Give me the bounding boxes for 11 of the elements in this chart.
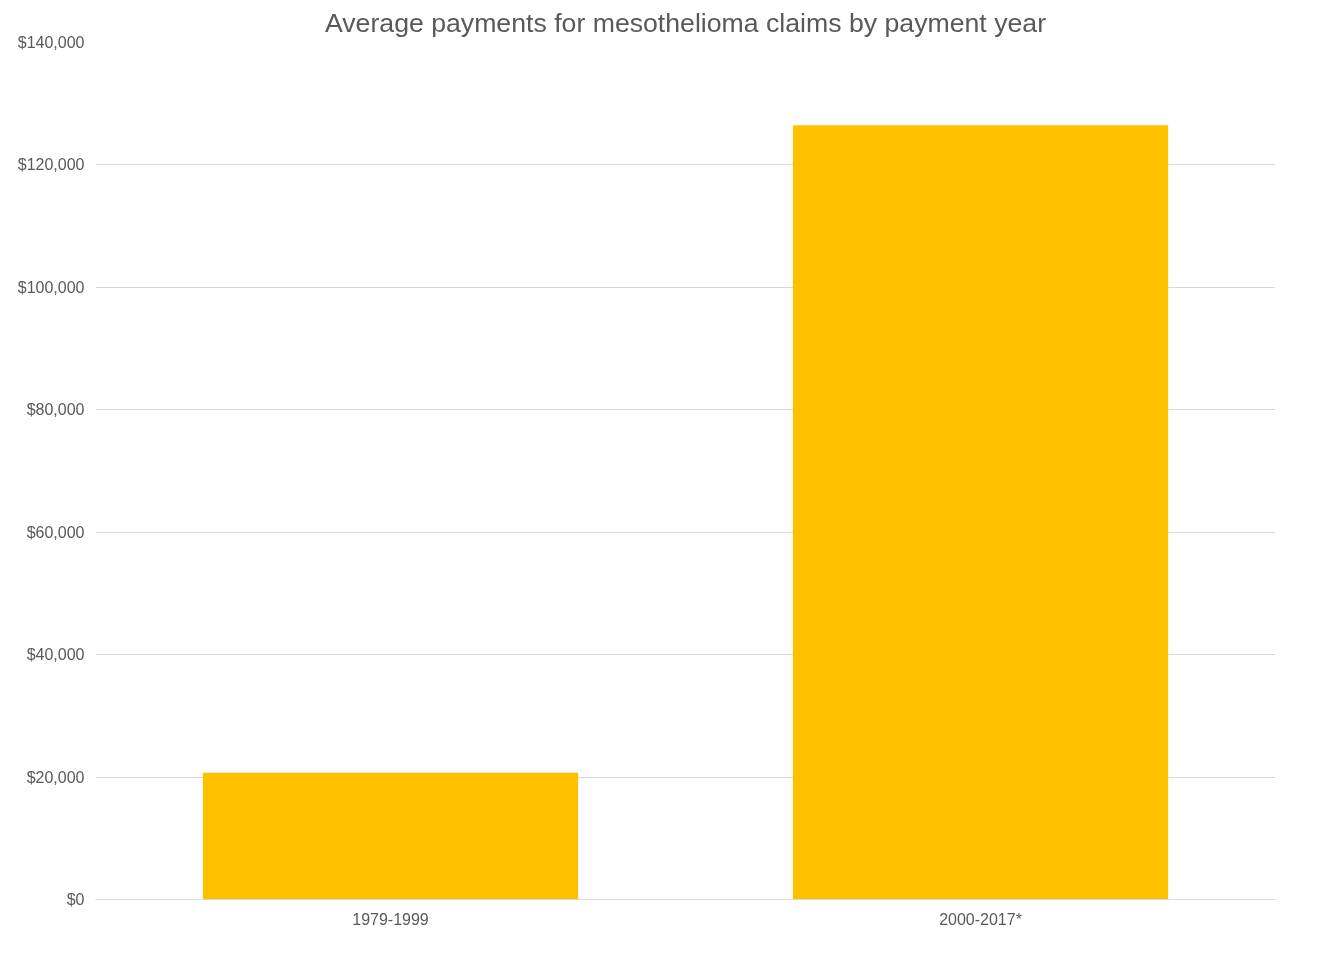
y-tick-label: $120,000 [17,156,85,174]
y-tick-label: $40,000 [26,646,85,664]
y-tick-label: $100,000 [17,278,85,296]
y-tick-label: $0 [66,891,85,908]
y-tick-label: $60,000 [26,523,85,541]
x-tick-label: 2000-2017* [939,910,1022,928]
y-tick-label: $140,000 [17,34,85,51]
y-tick-label: $80,000 [26,401,85,419]
y-tick-label: $20,000 [26,768,85,786]
x-tick-label: 1979-1999 [352,910,429,928]
chart-title: Average payments for mesothelioma claims by payment year [324,7,1047,38]
